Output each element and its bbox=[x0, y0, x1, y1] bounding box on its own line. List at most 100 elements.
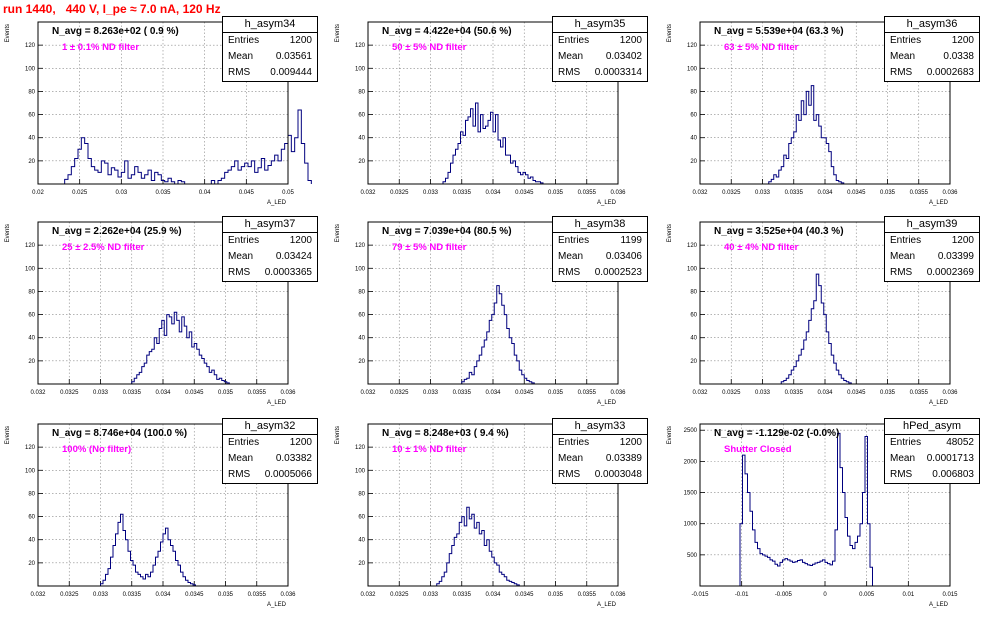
stats-value: 0.0002683 bbox=[926, 67, 974, 78]
stats-key: RMS bbox=[558, 469, 581, 480]
plot-frame bbox=[699, 221, 951, 385]
stats-row: Mean 0.03382 bbox=[223, 451, 317, 467]
histogram-pad: 0.032 0.0325 0.033 0.0335 0.034 0.0345 0.035 0.… bbox=[662, 12, 992, 212]
stats-row: Mean 0.03402 bbox=[553, 49, 647, 65]
stats-row: Mean 0.03561 bbox=[223, 49, 317, 65]
stats-value: 0.006803 bbox=[932, 469, 974, 480]
histogram-pad: 0.032 0.0325 0.033 0.0335 0.034 0.0345 0.035 0.… bbox=[330, 12, 660, 212]
stats-key: RMS bbox=[558, 267, 581, 278]
y-axis-title: Events bbox=[335, 426, 341, 444]
x-tick-label: 0.0325 bbox=[722, 190, 741, 196]
stats-key: Mean bbox=[228, 251, 254, 262]
stats-box: h_asym34 Entries 1200 Mean 0.03561 RMS 0.00944… bbox=[222, 16, 318, 82]
filter-label: 50 ± 5% ND filter bbox=[392, 42, 467, 53]
x-tick-label: 0.0335 bbox=[453, 390, 472, 396]
y-axis-title: Events bbox=[5, 224, 11, 242]
histogram-plot: 0.032 0.0325 0.033 0.0335 0.034 0.0345 0.035 0.… bbox=[335, 21, 626, 206]
y-tick-label: 100 bbox=[687, 66, 698, 72]
x-tick-label: 0.035 bbox=[880, 190, 896, 196]
stats-key: Entries bbox=[558, 235, 590, 246]
x-tick-label: 0.036 bbox=[280, 390, 296, 396]
stats-row: RMS 0.006803 bbox=[885, 467, 979, 483]
stats-value: 0.0005066 bbox=[264, 469, 312, 480]
stats-value: 0.009444 bbox=[270, 67, 312, 78]
stats-value: 48052 bbox=[946, 437, 974, 448]
stats-row: Entries 1200 bbox=[553, 33, 647, 49]
histogram-series bbox=[442, 102, 544, 184]
y-tick-label: 80 bbox=[358, 491, 365, 497]
x-tick-label: 0.0325 bbox=[60, 592, 79, 598]
stats-key: Mean bbox=[558, 251, 584, 262]
y-tick-label: 80 bbox=[358, 289, 365, 295]
y-tick-label: 100 bbox=[355, 266, 366, 272]
x-tick-label: 0.036 bbox=[610, 390, 626, 396]
x-tick-label: 0.0345 bbox=[847, 390, 866, 396]
stats-row: Mean 0.03424 bbox=[223, 249, 317, 265]
stats-row: RMS 0.0002523 bbox=[553, 265, 647, 281]
stats-key: Mean bbox=[890, 251, 916, 262]
y-tick-label: 40 bbox=[358, 538, 365, 544]
y-tick-label: 120 bbox=[25, 243, 36, 249]
y-tick-label: 20 bbox=[690, 159, 697, 165]
x-tick-label: 0.0345 bbox=[847, 190, 866, 196]
y-tick-label: 120 bbox=[687, 243, 698, 249]
stats-key: Entries bbox=[890, 235, 922, 246]
x-tick-label: -0.01 bbox=[735, 592, 749, 598]
y-tick-label: 60 bbox=[690, 113, 697, 119]
histogram-plot: 0.032 0.0325 0.033 0.0335 0.034 0.0345 0.035 0.… bbox=[5, 423, 296, 608]
stats-box: h_asym38 Entries 1199 Mean 0.03406 RMS 0.00025… bbox=[552, 216, 648, 282]
stats-value: 1200 bbox=[289, 35, 312, 46]
x-tick-label: 0.0355 bbox=[248, 592, 267, 598]
histogram-name: h_asym38 bbox=[553, 217, 647, 233]
stats-key: Entries bbox=[228, 437, 260, 448]
stats-key: Entries bbox=[558, 35, 590, 46]
plot-frame bbox=[367, 21, 619, 185]
y-tick-label: 500 bbox=[687, 553, 698, 559]
x-tick-label: 0.01 bbox=[902, 592, 914, 598]
y-tick-label: 120 bbox=[355, 43, 366, 49]
x-tick-label: 0.033 bbox=[93, 390, 109, 396]
stats-key: Entries bbox=[890, 35, 922, 46]
y-tick-label: 60 bbox=[28, 113, 35, 119]
y-axis-title: Events bbox=[667, 426, 673, 444]
histogram-name: h_asym39 bbox=[885, 217, 979, 233]
plot-frame bbox=[367, 221, 619, 385]
filter-label: 100% (No filter) bbox=[62, 444, 132, 455]
histogram-pad: 0.032 0.0325 0.033 0.0335 0.034 0.0345 0.035 0.… bbox=[330, 414, 660, 614]
x-tick-label: 0.032 bbox=[30, 390, 46, 396]
y-tick-label: 20 bbox=[358, 159, 365, 165]
stats-value: 1199 bbox=[620, 235, 642, 246]
stats-value: 0.03402 bbox=[605, 51, 642, 62]
stats-row: Mean 0.0001713 bbox=[885, 451, 979, 467]
x-axis-title: A_LED bbox=[267, 400, 287, 406]
stats-box: h_asym33 Entries 1200 Mean 0.03389 RMS 0.00030… bbox=[552, 418, 648, 484]
stats-box: hPed_asym Entries 48052 Mean 0.0001713 RMS 0.0… bbox=[884, 418, 980, 484]
histogram-plot: 0.032 0.0325 0.033 0.0335 0.034 0.0345 0.035 0.… bbox=[667, 21, 958, 206]
y-tick-label: 100 bbox=[355, 468, 366, 474]
stats-value: 1200 bbox=[619, 437, 642, 448]
x-tick-label: 0 bbox=[823, 592, 827, 598]
y-axis-title: Events bbox=[335, 24, 341, 42]
x-tick-label: 0.032 bbox=[360, 390, 376, 396]
stats-row: Entries 1200 bbox=[553, 435, 647, 451]
stats-row: Entries 1200 bbox=[223, 435, 317, 451]
y-tick-label: 120 bbox=[355, 243, 366, 249]
x-tick-label: 0.033 bbox=[423, 390, 439, 396]
histogram-plot: 0.032 0.0325 0.033 0.0335 0.034 0.0345 0.035 0.… bbox=[5, 221, 296, 406]
stats-box: h_asym36 Entries 1200 Mean 0.0338 RMS 0.000268… bbox=[884, 16, 980, 82]
histogram-series bbox=[100, 513, 196, 586]
x-tick-label: 0.036 bbox=[942, 190, 958, 196]
x-axis-title: A_LED bbox=[597, 200, 617, 206]
stats-row: Entries 1199 bbox=[553, 233, 647, 249]
y-tick-label: 20 bbox=[358, 561, 365, 567]
stats-value: 0.0001713 bbox=[926, 453, 974, 464]
y-tick-label: 20 bbox=[28, 561, 35, 567]
stats-key: Mean bbox=[558, 51, 584, 62]
y-tick-label: 60 bbox=[358, 313, 365, 319]
y-axis-title: Events bbox=[667, 24, 673, 42]
x-tick-label: 0.0335 bbox=[785, 390, 804, 396]
histogram-plot: 0.02 0.025 0.03 0.035 0.04 0.045 0.05 20 40 60 80 1… bbox=[5, 21, 312, 206]
y-axis-title: Events bbox=[5, 426, 11, 444]
histogram-plot: 0.032 0.0325 0.033 0.0335 0.034 0.0345 0.035 0.… bbox=[667, 221, 958, 406]
x-axis-title: A_LED bbox=[929, 400, 949, 406]
